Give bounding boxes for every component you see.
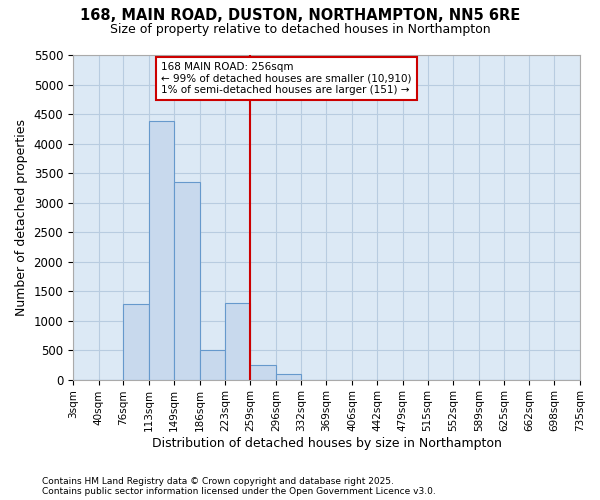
Bar	[226, 303, 250, 380]
Bar	[200, 350, 226, 380]
Bar	[174, 182, 200, 380]
Bar	[124, 304, 149, 380]
Text: 168 MAIN ROAD: 256sqm
← 99% of detached houses are smaller (10,910)
1% of semi-d: 168 MAIN ROAD: 256sqm ← 99% of detached …	[161, 62, 412, 96]
X-axis label: Distribution of detached houses by size in Northampton: Distribution of detached houses by size …	[152, 437, 502, 450]
Text: 168, MAIN ROAD, DUSTON, NORTHAMPTON, NN5 6RE: 168, MAIN ROAD, DUSTON, NORTHAMPTON, NN5…	[80, 8, 520, 22]
Y-axis label: Number of detached properties: Number of detached properties	[15, 119, 28, 316]
Bar	[149, 121, 174, 380]
Text: Contains HM Land Registry data © Crown copyright and database right 2025.
Contai: Contains HM Land Registry data © Crown c…	[42, 476, 436, 496]
Text: Size of property relative to detached houses in Northampton: Size of property relative to detached ho…	[110, 22, 490, 36]
Bar	[276, 374, 301, 380]
Bar	[250, 365, 276, 380]
